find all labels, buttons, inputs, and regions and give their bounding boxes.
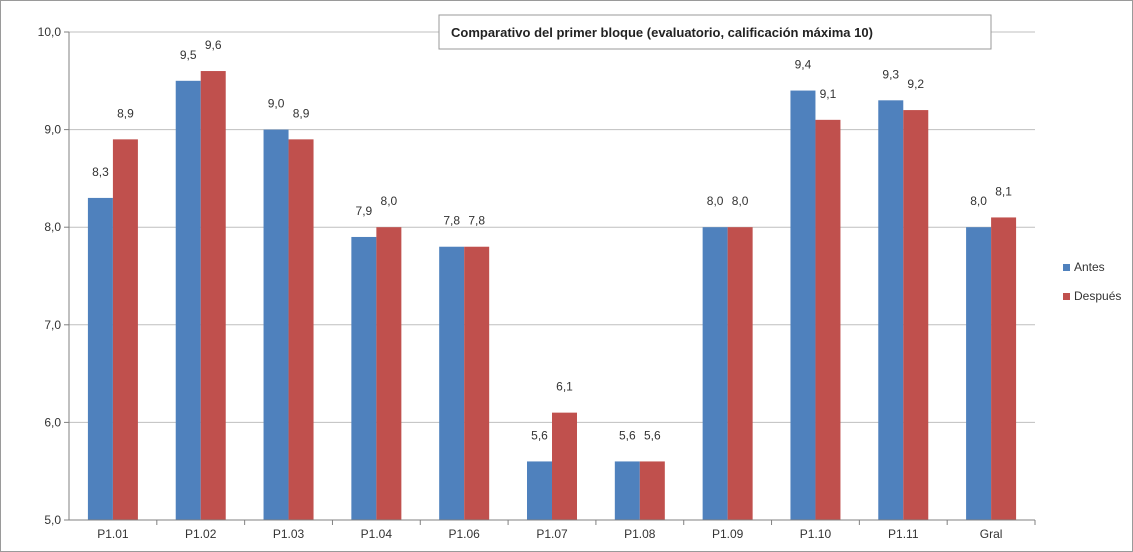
bar-antes (439, 246, 465, 520)
chart-title: Comparativo del primer bloque (evaluator… (451, 25, 873, 40)
bar-antes (614, 461, 640, 520)
legend-label-antes: Antes (1074, 260, 1105, 274)
legend-swatch-antes (1063, 264, 1070, 271)
legend-label-después: Después (1074, 289, 1121, 303)
data-label: 9,0 (268, 97, 285, 111)
y-tick-label: 6,0 (44, 415, 61, 429)
legend-swatch-después (1063, 293, 1070, 300)
bar-después (288, 139, 314, 521)
data-label: 9,2 (907, 77, 924, 91)
data-label: 8,3 (92, 165, 109, 179)
x-tick-label: Gral (980, 527, 1003, 541)
bar-antes (527, 461, 552, 520)
bar-después (991, 217, 1017, 520)
data-label: 5,6 (619, 428, 636, 442)
x-tick-label: P1.02 (185, 527, 217, 541)
data-label: 7,9 (356, 204, 373, 218)
bar-después (200, 71, 226, 520)
axis-layer: 5,0 6,0 7,0 8,0 9,0 10,0 P1.01 P1.02 P1.03 P1.04 P… (38, 25, 1036, 541)
bar-después (464, 246, 490, 520)
bar-después (903, 110, 929, 520)
bar-después (552, 412, 577, 520)
data-label: 7,8 (443, 214, 460, 228)
y-tick-label: 9,0 (44, 123, 61, 137)
bar-antes (878, 100, 904, 520)
bar-antes (702, 227, 728, 520)
data-label: 6,1 (556, 380, 573, 394)
x-tick-label: P1.06 (449, 527, 481, 541)
y-tick-label: 10,0 (38, 25, 62, 39)
data-label: 8,9 (293, 106, 310, 120)
data-label: 9,3 (882, 67, 899, 81)
data-label: 9,1 (820, 87, 837, 101)
data-label: 9,6 (205, 38, 222, 52)
data-label: 8,0 (707, 194, 724, 208)
data-label: 9,4 (795, 58, 812, 72)
bar-después (727, 227, 753, 520)
y-tick-label: 7,0 (44, 318, 61, 332)
chart-title-box: Comparativo del primer bloque (evaluator… (438, 14, 992, 50)
x-tick-label: P1.08 (624, 527, 656, 541)
bar-antes (351, 236, 377, 520)
chart-title-frame (438, 14, 992, 50)
legend: Antes Después (1063, 260, 1121, 303)
bar-después (639, 461, 665, 520)
x-tick-label: P1.03 (273, 527, 305, 541)
data-label: 8,1 (995, 184, 1012, 198)
bar-antes (175, 80, 201, 521)
data-label: 8,0 (970, 194, 987, 208)
data-label: 7,8 (468, 214, 485, 228)
x-tick-label: P1.11 (888, 527, 919, 541)
x-tick-label: P1.10 (800, 527, 832, 541)
data-label: 5,6 (644, 428, 661, 442)
bar-layer (87, 71, 1017, 521)
bar-antes (263, 129, 289, 520)
data-label: 9,5 (180, 48, 197, 62)
x-tick-label: P1.09 (712, 527, 744, 541)
bar-antes (966, 227, 992, 520)
y-tick-label: 8,0 (44, 220, 61, 234)
bar-después (815, 119, 841, 520)
label-layer: 8,3 8,9 9,5 9,6 9,0 8,9 7,9 8,0 7,8 7,8 5,6 6,1 5,6 5… (92, 38, 1012, 442)
data-label: 8,0 (381, 194, 398, 208)
x-tick-label: P1.01 (97, 527, 129, 541)
data-label: 8,0 (732, 194, 749, 208)
bar-después (112, 139, 138, 521)
bar-antes (790, 90, 816, 520)
data-label: 5,6 (531, 428, 548, 442)
x-tick-label: P1.07 (536, 527, 568, 541)
bar-después (376, 227, 402, 520)
bar-antes (87, 197, 113, 521)
data-label: 8,9 (117, 106, 134, 120)
y-tick-label: 5,0 (44, 513, 61, 527)
x-tick-label: P1.04 (361, 527, 393, 541)
